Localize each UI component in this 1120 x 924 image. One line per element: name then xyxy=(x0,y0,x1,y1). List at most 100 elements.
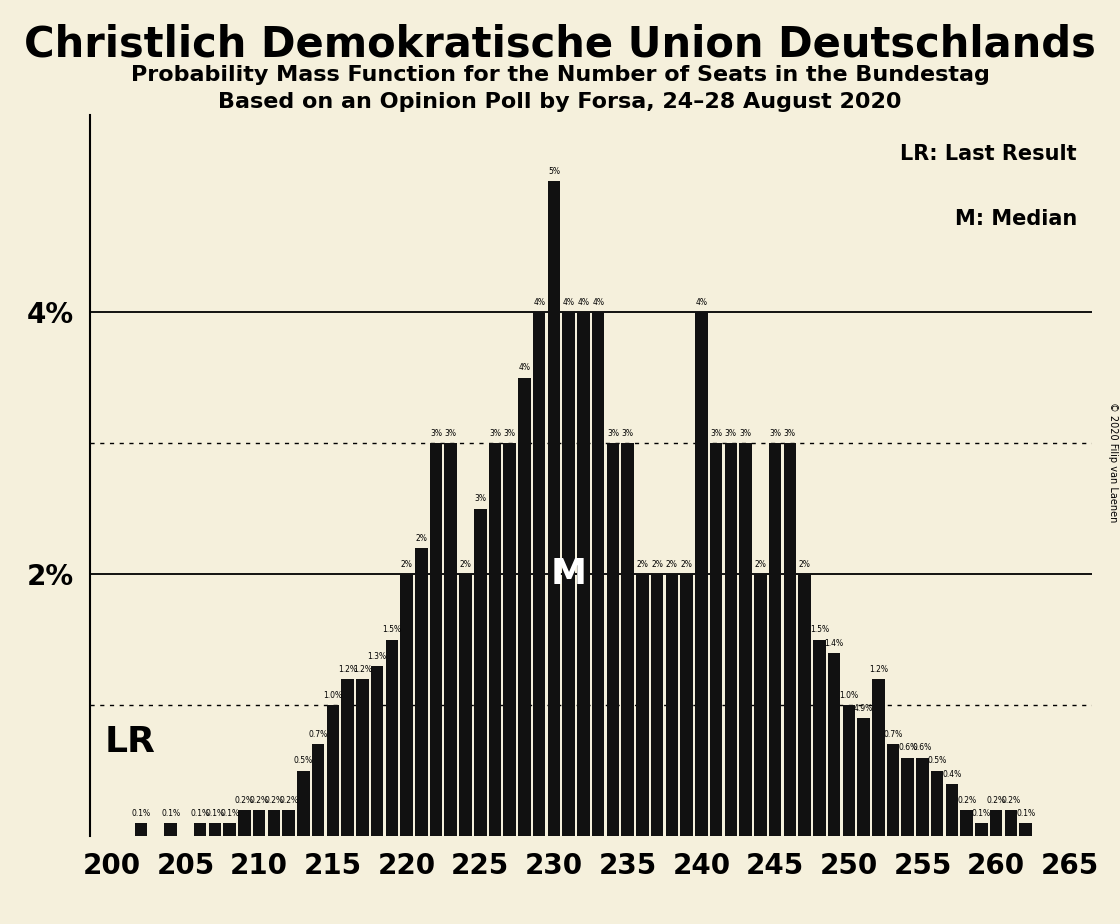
Bar xyxy=(562,312,575,836)
Text: 2%: 2% xyxy=(666,560,678,569)
Bar xyxy=(548,181,560,836)
Bar xyxy=(533,312,545,836)
Bar xyxy=(385,639,398,836)
Text: 2%: 2% xyxy=(799,560,811,569)
Text: 0.2%: 0.2% xyxy=(250,796,269,805)
Text: 0.7%: 0.7% xyxy=(884,730,903,739)
Bar xyxy=(356,679,368,836)
Text: Probability Mass Function for the Number of Seats in the Bundestag: Probability Mass Function for the Number… xyxy=(131,65,989,85)
Text: 0.5%: 0.5% xyxy=(293,757,312,765)
Text: Based on an Opinion Poll by Forsa, 24–28 August 2020: Based on an Opinion Poll by Forsa, 24–28… xyxy=(218,92,902,113)
Text: LR: LR xyxy=(104,724,156,759)
Text: 1.5%: 1.5% xyxy=(382,626,401,635)
Text: 3%: 3% xyxy=(622,429,634,438)
Bar xyxy=(253,810,265,836)
Bar xyxy=(680,574,693,836)
Text: 4.9%: 4.9% xyxy=(853,704,874,713)
Bar xyxy=(828,652,840,836)
Bar xyxy=(725,444,737,836)
Text: 1.0%: 1.0% xyxy=(839,691,858,700)
Text: LR: Last Result: LR: Last Result xyxy=(900,144,1077,164)
Bar xyxy=(519,378,531,836)
Text: 0.1%: 0.1% xyxy=(972,808,991,818)
Text: 3%: 3% xyxy=(784,429,796,438)
Bar xyxy=(945,784,959,836)
Text: 0.2%: 0.2% xyxy=(264,796,283,805)
Bar xyxy=(665,574,678,836)
Bar xyxy=(268,810,280,836)
Text: 4%: 4% xyxy=(592,298,604,307)
Bar xyxy=(976,823,988,836)
Bar xyxy=(1019,823,1032,836)
Text: 4%: 4% xyxy=(696,298,708,307)
Text: 0.1%: 0.1% xyxy=(161,808,180,818)
Text: 2%: 2% xyxy=(459,560,472,569)
Bar xyxy=(813,639,825,836)
Bar xyxy=(194,823,206,836)
Bar xyxy=(165,823,177,836)
Bar xyxy=(961,810,973,836)
Bar xyxy=(342,679,354,836)
Text: 0.2%: 0.2% xyxy=(235,796,254,805)
Text: 3%: 3% xyxy=(739,429,752,438)
Bar xyxy=(208,823,221,836)
Text: 3%: 3% xyxy=(710,429,722,438)
Text: 3%: 3% xyxy=(607,429,619,438)
Text: 0.1%: 0.1% xyxy=(205,808,224,818)
Bar xyxy=(636,574,648,836)
Bar xyxy=(754,574,766,836)
Text: 0.6%: 0.6% xyxy=(898,743,917,752)
Bar xyxy=(577,312,590,836)
Bar xyxy=(282,810,295,836)
Text: 1.5%: 1.5% xyxy=(810,626,829,635)
Text: 3%: 3% xyxy=(769,429,781,438)
Bar xyxy=(474,508,486,836)
Text: 0.2%: 0.2% xyxy=(987,796,1006,805)
Text: 2%: 2% xyxy=(416,534,427,542)
Bar xyxy=(504,444,516,836)
Text: 0.2%: 0.2% xyxy=(1001,796,1020,805)
Text: 3%: 3% xyxy=(474,494,486,504)
Text: 3%: 3% xyxy=(504,429,515,438)
Text: 0.4%: 0.4% xyxy=(942,770,962,779)
Text: M: M xyxy=(551,557,587,591)
Bar xyxy=(416,548,428,836)
Bar xyxy=(651,574,663,836)
Bar xyxy=(607,444,619,836)
Bar xyxy=(916,758,928,836)
Text: 4%: 4% xyxy=(578,298,589,307)
Text: 0.7%: 0.7% xyxy=(308,730,328,739)
Text: 0.2%: 0.2% xyxy=(958,796,977,805)
Bar xyxy=(990,810,1002,836)
Text: 0.6%: 0.6% xyxy=(913,743,932,752)
Text: 3%: 3% xyxy=(489,429,501,438)
Text: 0.5%: 0.5% xyxy=(927,757,946,765)
Bar xyxy=(459,574,472,836)
Bar xyxy=(902,758,914,836)
Bar xyxy=(311,745,325,836)
Text: 2%: 2% xyxy=(651,560,663,569)
Bar xyxy=(591,312,605,836)
Bar xyxy=(134,823,148,836)
Text: 1.2%: 1.2% xyxy=(869,664,888,674)
Text: 3%: 3% xyxy=(430,429,442,438)
Text: 0.1%: 0.1% xyxy=(220,808,240,818)
Bar xyxy=(1005,810,1017,836)
Bar xyxy=(445,444,457,836)
Text: 1.3%: 1.3% xyxy=(367,651,386,661)
Bar xyxy=(622,444,634,836)
Text: 1.0%: 1.0% xyxy=(324,691,343,700)
Bar xyxy=(297,771,309,836)
Bar xyxy=(696,312,708,836)
Text: 2%: 2% xyxy=(681,560,692,569)
Text: 2%: 2% xyxy=(755,560,766,569)
Bar xyxy=(223,823,236,836)
Bar xyxy=(239,810,251,836)
Bar xyxy=(768,444,782,836)
Bar xyxy=(488,444,502,836)
Text: 2%: 2% xyxy=(401,560,412,569)
Bar xyxy=(400,574,413,836)
Bar xyxy=(371,666,383,836)
Text: 4%: 4% xyxy=(519,363,531,372)
Text: 1.2%: 1.2% xyxy=(353,664,372,674)
